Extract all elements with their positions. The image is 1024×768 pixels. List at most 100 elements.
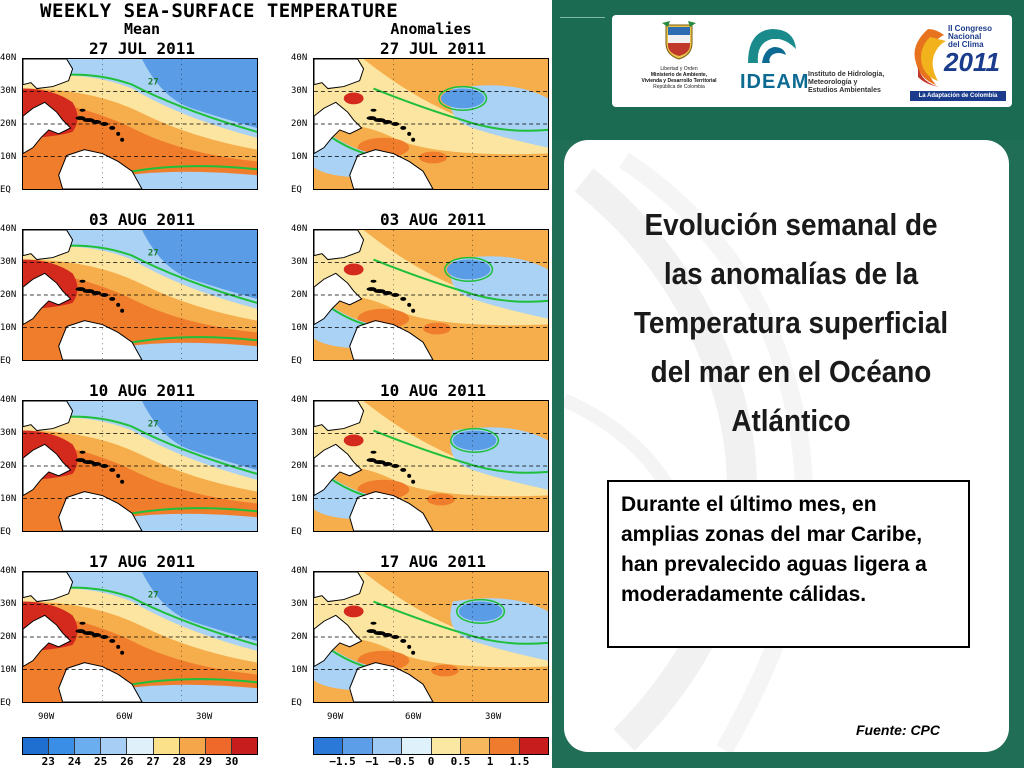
lat-label: 20N — [291, 632, 308, 642]
colorbar-segment — [372, 738, 403, 754]
contour-label: 27 — [148, 78, 159, 88]
lat-label: 40N — [291, 566, 308, 576]
republic-name: República de Colombia — [653, 84, 705, 90]
lat-label: 10N — [0, 323, 17, 333]
lat-label: EQ — [0, 356, 11, 366]
contour-label: 27 — [148, 249, 159, 259]
colorbar-label: 1.5 — [509, 755, 530, 768]
slide-panel: Libertad y Orden Ministerio de Ambiente,… — [552, 0, 1024, 768]
colorbar-label: 30 — [225, 755, 239, 768]
colorbar-label: 29 — [198, 755, 213, 768]
lat-label: 30N — [291, 257, 308, 267]
mean-column-header: Mean — [123, 20, 161, 38]
congreso-tagline: La Adaptación de Colombia — [910, 91, 1006, 101]
anomaly-map-date: 03 AUG 2011 — [380, 210, 486, 229]
lat-label: 30N — [291, 428, 308, 438]
mean-map-date: 27 JUL 2011 — [89, 39, 195, 58]
colorbar-segment — [314, 738, 344, 754]
lat-label: 20N — [291, 461, 308, 471]
lon-label: 90W — [38, 712, 55, 722]
congreso-line: del Clima — [948, 40, 984, 49]
lat-label: 10N — [291, 323, 308, 333]
colorbar-segment — [49, 738, 76, 754]
colorbar-label: −1 — [365, 755, 379, 768]
colorbar-label: 28 — [172, 755, 186, 768]
mean-sst-map: 27 — [22, 400, 258, 532]
colorbar-segment — [23, 738, 50, 754]
colorbar-label: 0 — [427, 755, 435, 768]
mean-map-date: 10 AUG 2011 — [89, 381, 195, 400]
lat-label: 30N — [291, 86, 308, 96]
ideam-description: Instituto de Hidrología, Meteorología y … — [808, 71, 900, 95]
ideam-swirl-icon — [748, 29, 796, 63]
lat-label: EQ — [0, 527, 11, 537]
lat-label: 20N — [0, 290, 17, 300]
lat-label: 40N — [0, 224, 17, 234]
colorbar-segment — [205, 738, 232, 754]
colorbar-segment — [231, 738, 257, 754]
figure-title: WEEKLY SEA-SURFACE TEMPERATURE — [40, 0, 399, 22]
logo-strip: Libertad y Orden Ministerio de Ambiente,… — [612, 15, 1012, 107]
lon-label: 30W — [485, 712, 502, 722]
lat-label: 10N — [0, 494, 17, 504]
colorbar-label: 26 — [120, 755, 134, 768]
colorbar-segment — [490, 738, 520, 754]
colorbar-label: 25 — [94, 755, 108, 768]
lon-label: 90W — [327, 712, 344, 722]
lat-label: 30N — [0, 599, 17, 609]
colorbar-segment — [343, 738, 373, 754]
lat-label: 10N — [291, 494, 308, 504]
lat-label: EQ — [291, 527, 302, 537]
colorbar-segment — [402, 738, 432, 754]
lon-label: 30W — [196, 712, 213, 722]
lat-label: 20N — [0, 119, 17, 129]
ideam-line: Estudios Ambientales — [808, 87, 881, 94]
colorbar-segment — [519, 738, 548, 754]
lat-label: 40N — [291, 53, 308, 63]
colorbar-segment — [153, 738, 180, 754]
colorbar-segment — [127, 738, 154, 754]
lat-label: 30N — [0, 257, 17, 267]
lat-label: 40N — [0, 53, 17, 63]
lat-label: 40N — [0, 566, 17, 576]
summary-box: Durante el último mes, en amplias zonas … — [607, 480, 970, 648]
anomaly-sst-map — [313, 400, 549, 532]
congreso-swirl-icon — [914, 29, 946, 87]
lat-label: 20N — [291, 119, 308, 129]
slide-headline: Evolución semanal de las anomalías de la… — [633, 207, 949, 438]
lat-label: 10N — [291, 665, 308, 675]
mean-map-date: 03 AUG 2011 — [89, 210, 195, 229]
anomaly-sst-map — [313, 571, 549, 703]
colombia-motto: Libertad y Orden — [660, 66, 698, 72]
lon-label: 60W — [405, 712, 422, 722]
anomaly-map-date: 17 AUG 2011 — [380, 552, 486, 571]
mean-colorbar — [22, 737, 258, 755]
lat-label: 40N — [291, 224, 308, 234]
content-card: Evolución semanal de las anomalías de la… — [564, 140, 1009, 752]
contour-label: 27 — [148, 591, 159, 601]
lat-label: EQ — [0, 698, 11, 708]
ideam-logo: IDEAM Instituto de Hidrología, Meteorolo… — [740, 21, 900, 103]
source-credit: Fuente: CPC — [856, 722, 940, 738]
anomaly-sst-map — [313, 229, 549, 361]
colombia-crest-icon — [662, 21, 696, 60]
congreso-line: II Congreso — [948, 24, 993, 33]
lat-label: 20N — [0, 461, 17, 471]
congreso-title: II Congreso Nacional del Clima — [948, 25, 992, 49]
sst-figure: WEEKLY SEA-SURFACE TEMPERATURE Mean Anom… — [0, 0, 549, 768]
anomaly-map-date: 27 JUL 2011 — [380, 39, 486, 58]
colorbar-segment — [179, 738, 206, 754]
anomaly-map-date: 10 AUG 2011 — [380, 381, 486, 400]
ideam-line: Instituto de Hidrología, — [808, 71, 885, 78]
lat-label: EQ — [0, 185, 11, 195]
colorbar-segment — [75, 738, 102, 754]
colorbar-label: −0.5 — [388, 755, 415, 768]
lat-label: EQ — [291, 185, 302, 195]
header-rule — [560, 17, 605, 18]
congreso-line: Nacional — [948, 32, 982, 41]
congreso-year: 2011 — [944, 47, 1000, 77]
colorbar-label: −1.5 — [329, 755, 356, 768]
lat-label: 30N — [291, 599, 308, 609]
lat-label: 10N — [291, 152, 308, 162]
colorbar-segment — [460, 738, 491, 754]
